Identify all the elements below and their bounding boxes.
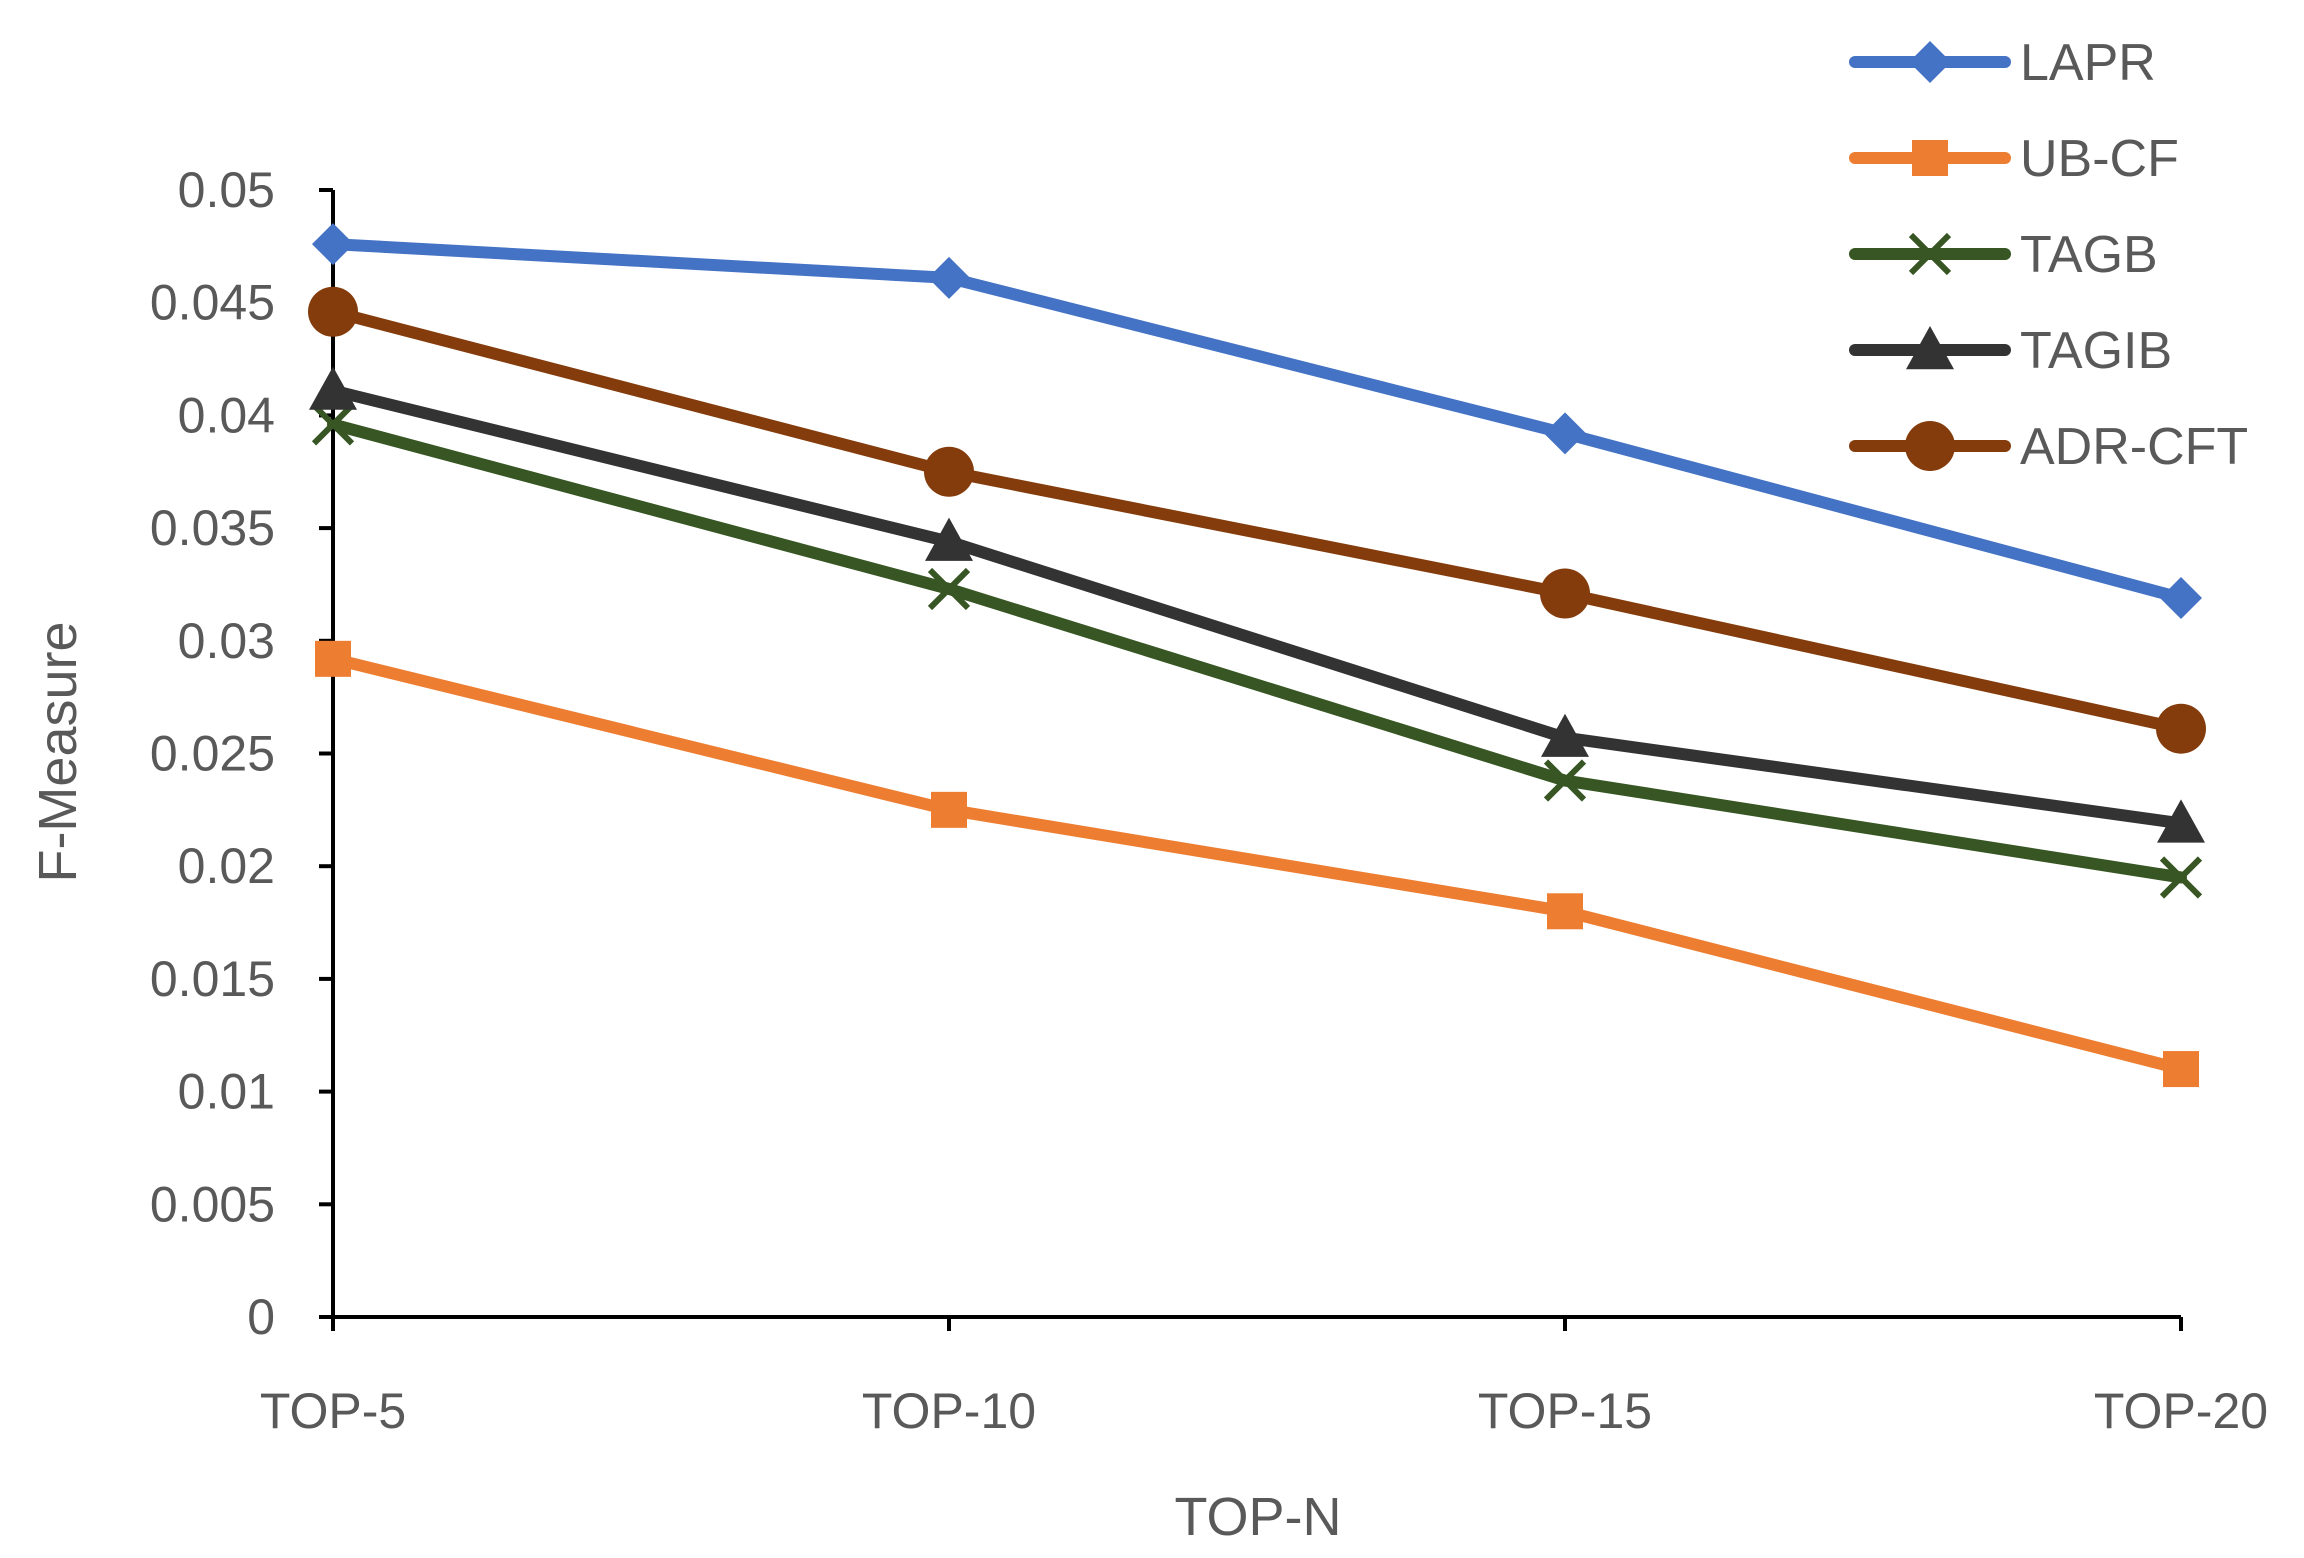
data-point-adr-cft bbox=[1540, 568, 1590, 619]
data-point-adr-cft bbox=[924, 446, 974, 497]
tick-labels: 0 0.005 0.01 0.015 0.02 0.025 0.03 0.035 0.04 0.0… bbox=[150, 162, 2268, 1439]
x-tick-label: TOP-20 bbox=[2094, 1383, 2268, 1439]
legend-swatch-marker bbox=[1908, 232, 1952, 276]
data-point-tagib bbox=[1541, 713, 1589, 757]
y-tick-label: 0.025 bbox=[150, 726, 275, 782]
y-tick-label: 0.02 bbox=[178, 838, 275, 894]
data-point-adr-cft bbox=[2156, 703, 2206, 754]
data-point-lapr bbox=[2160, 576, 2202, 619]
data-point-ub-cf bbox=[931, 791, 967, 828]
y-tick-label: 0.045 bbox=[150, 275, 275, 331]
series-markers bbox=[308, 223, 2206, 1088]
data-point-ub-cf bbox=[2163, 1051, 2199, 1088]
data-point-tagib bbox=[309, 366, 357, 410]
data-point-lapr bbox=[928, 256, 970, 299]
y-tick-label: 0.005 bbox=[150, 1176, 275, 1232]
legend-item-tagb: TAGB bbox=[1849, 226, 2158, 284]
x-tick-label: TOP-10 bbox=[862, 1383, 1036, 1439]
legend-item-ub-cf: UB-CF bbox=[1849, 130, 2179, 188]
legend-swatch-marker bbox=[1905, 421, 1955, 471]
y-tick-label: 0 bbox=[247, 1289, 275, 1345]
y-tick-label: 0.035 bbox=[150, 500, 275, 556]
series-lines bbox=[327, 238, 2187, 1076]
legend-label: TAGIB bbox=[2020, 322, 2172, 380]
data-point-adr-cft bbox=[308, 286, 358, 337]
y-tick-label: 0.015 bbox=[150, 951, 275, 1007]
legend-swatch-marker bbox=[1912, 140, 1948, 176]
series-line-adr-cft bbox=[327, 305, 2187, 735]
data-point-tagb bbox=[1543, 759, 1587, 802]
legend-label: ADR-CFT bbox=[2020, 418, 2248, 476]
legend-swatch-marker bbox=[1906, 326, 1954, 370]
data-point-tagb bbox=[311, 403, 355, 446]
y-tick-label: 0.04 bbox=[178, 387, 275, 443]
series-line-lapr bbox=[327, 238, 2187, 604]
x-tick-label: TOP-15 bbox=[1478, 1383, 1652, 1439]
legend-item-tagib: TAGIB bbox=[1849, 322, 2172, 380]
y-axis-title: F-Measure bbox=[28, 621, 88, 882]
legend-item-adr-cft: ADR-CFT bbox=[1849, 418, 2248, 476]
legend: LAPR UB-CF TAGB TAGIB ADR-CFT bbox=[1849, 34, 2248, 476]
data-point-tagib bbox=[925, 517, 973, 561]
data-point-tagb bbox=[927, 567, 971, 611]
data-point-ub-cf bbox=[1547, 893, 1583, 930]
axes bbox=[319, 188, 2183, 1331]
data-point-lapr bbox=[1544, 412, 1586, 455]
data-point-lapr bbox=[312, 223, 354, 266]
x-axis-title: TOP-N bbox=[1174, 1487, 1341, 1547]
series-line-tagib bbox=[327, 384, 2187, 830]
legend-label: TAGB bbox=[2020, 226, 2158, 284]
x-tick-label: TOP-5 bbox=[260, 1383, 406, 1439]
y-tick-label: 0.01 bbox=[178, 1064, 275, 1120]
legend-label: LAPR bbox=[2020, 34, 2156, 92]
data-point-tagb bbox=[2159, 856, 2203, 899]
y-tick-label: 0.05 bbox=[178, 162, 275, 218]
legend-label: UB-CF bbox=[2020, 130, 2179, 188]
data-point-ub-cf bbox=[315, 640, 351, 677]
y-tick-label: 0.03 bbox=[178, 613, 275, 669]
series-line-tagb bbox=[327, 418, 2187, 884]
legend-item-lapr: LAPR bbox=[1849, 34, 2156, 92]
data-point-tagib bbox=[2157, 799, 2205, 843]
legend-swatch-marker bbox=[1909, 41, 1951, 83]
series-line-ub-cf bbox=[327, 652, 2187, 1076]
